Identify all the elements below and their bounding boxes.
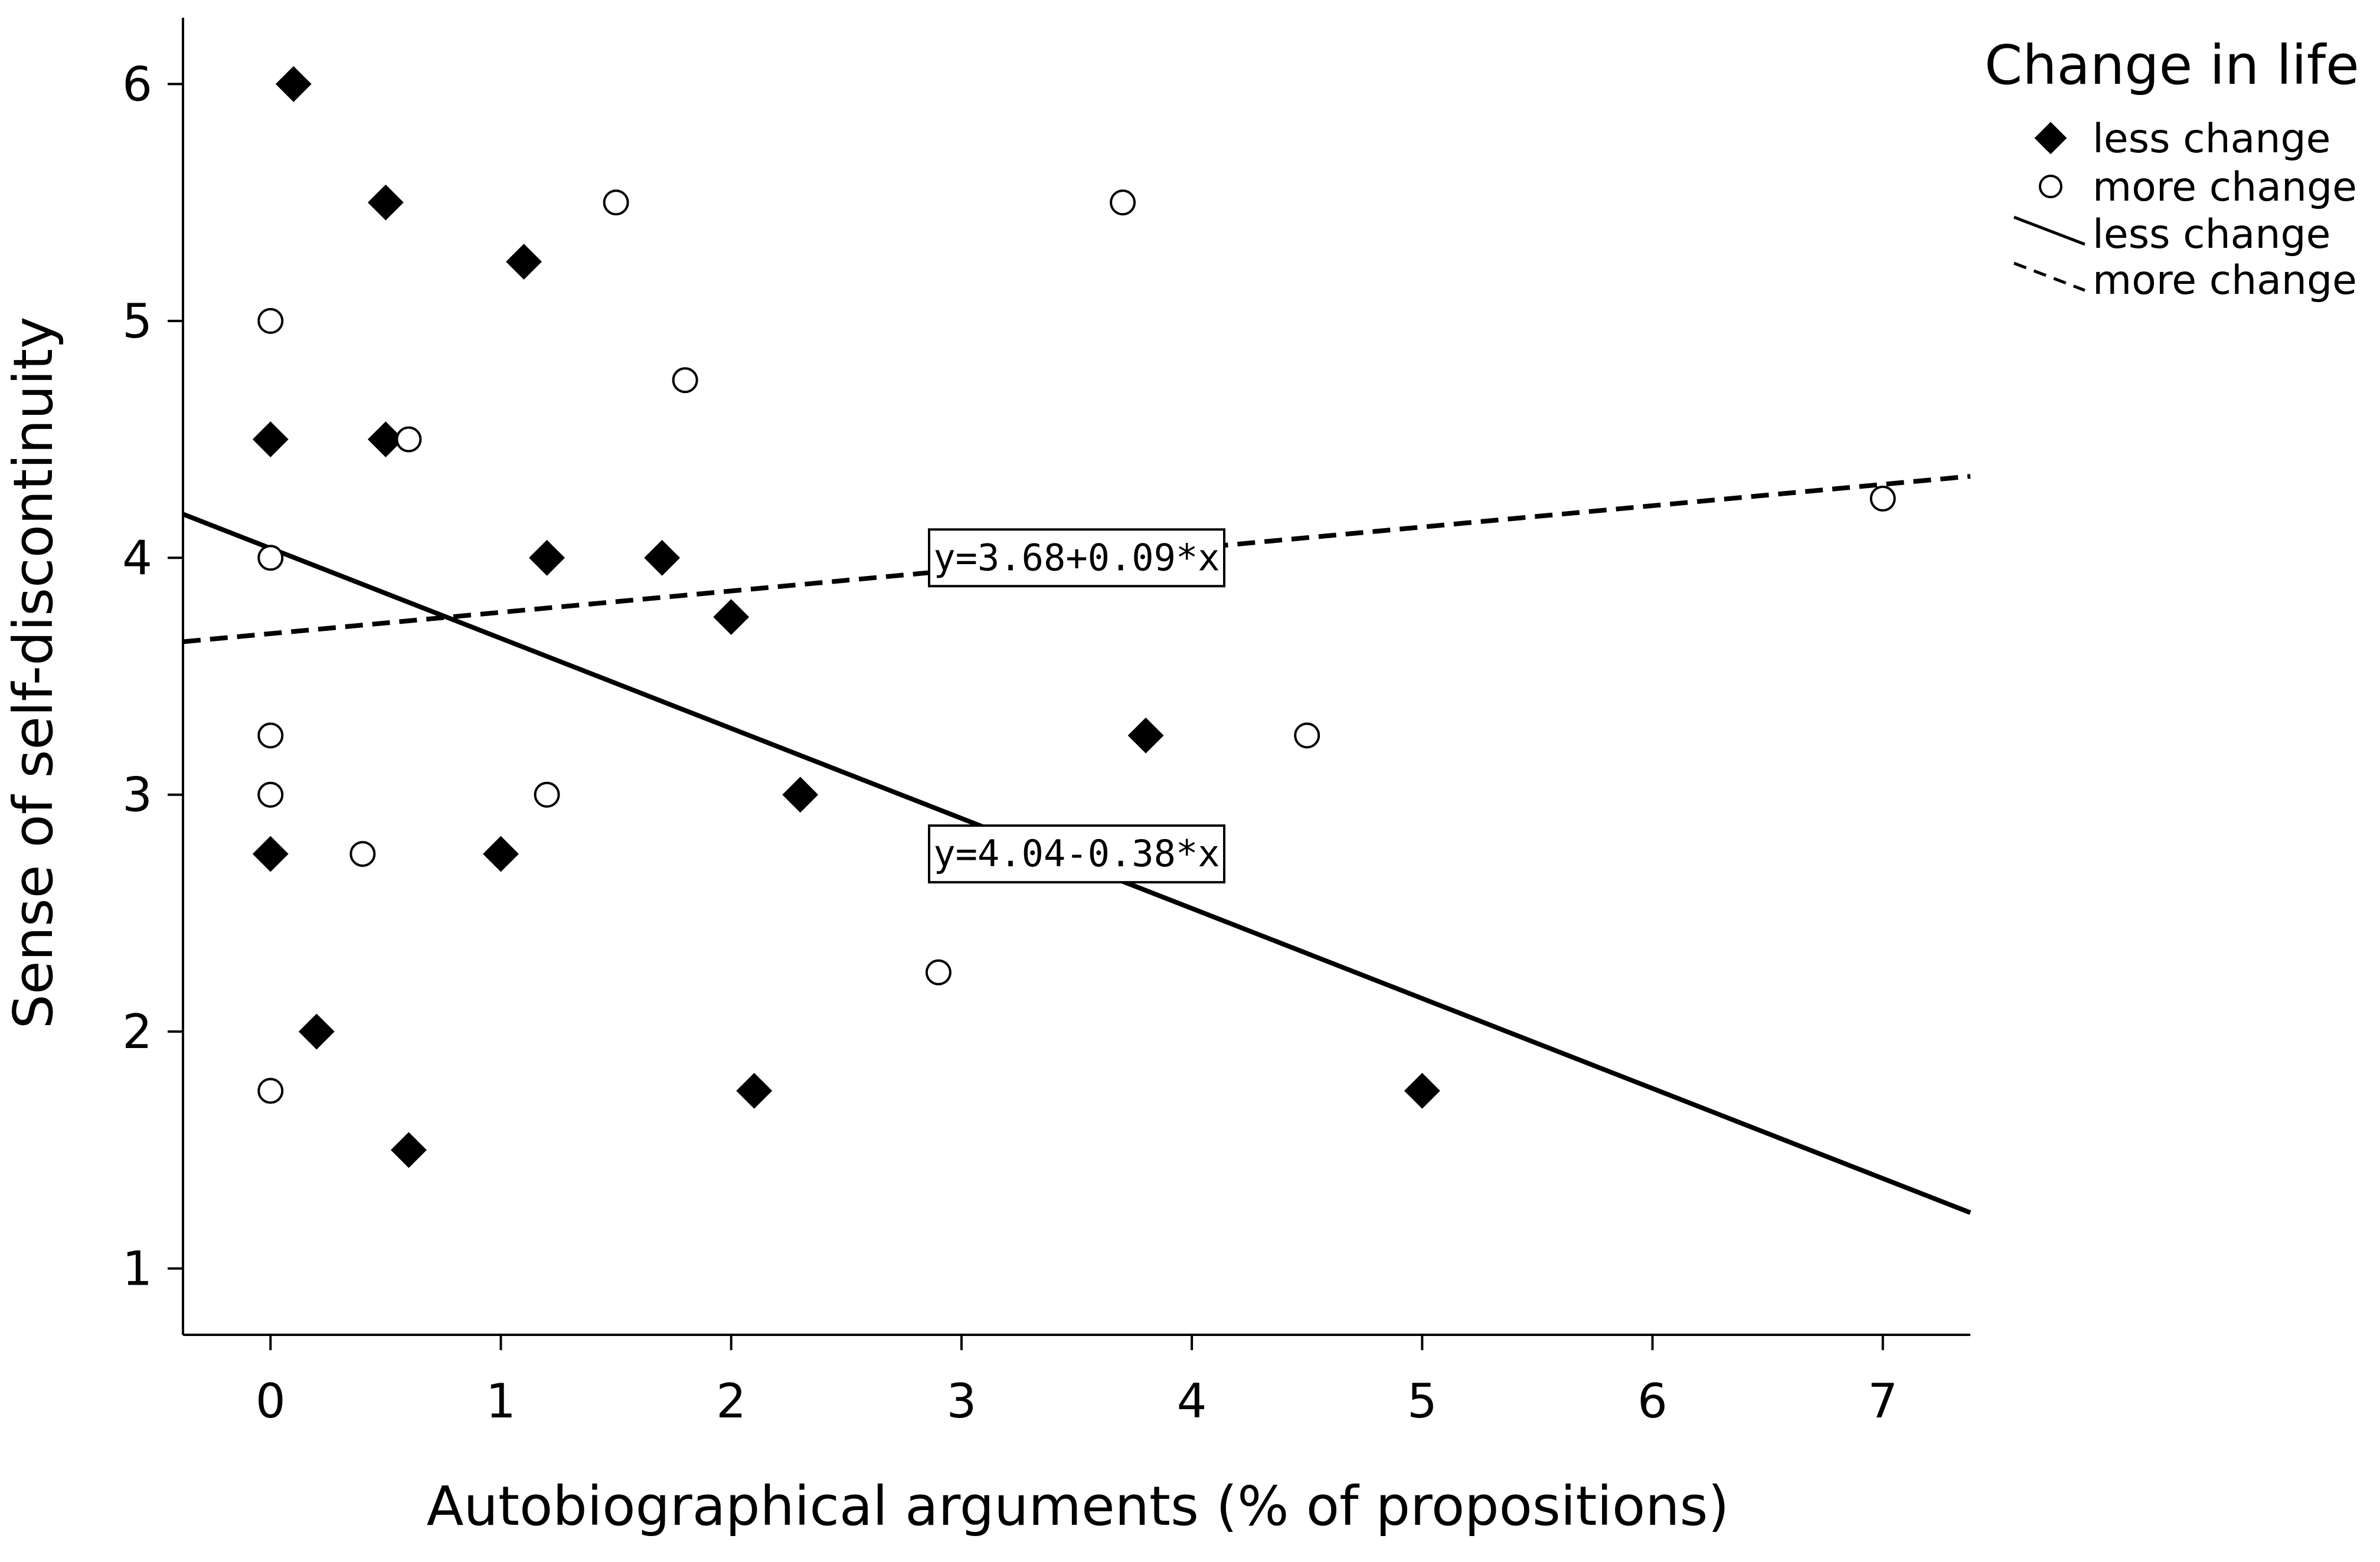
data-point-less-change	[390, 1132, 427, 1168]
data-point-more-change	[257, 307, 284, 334]
equation-label: y=3.68+0.09*x	[933, 536, 1220, 579]
x-tick-label: 4	[1177, 1374, 1207, 1429]
x-axis-title: Autobiographical arguments (% of proposi…	[427, 1475, 1730, 1538]
ticks-group: 0 1 2 3 4 5 6 7 1 2 3 4 5 6	[122, 57, 1898, 1429]
data-point-more-change	[257, 722, 284, 749]
legend-label: more change	[2093, 164, 2357, 211]
data-point-less-change	[1404, 1073, 1440, 1109]
x-tick-label: 6	[1637, 1374, 1668, 1429]
data-point-more-change	[1294, 722, 1320, 749]
x-tick-label: 7	[1868, 1374, 1898, 1429]
data-point-less-change	[367, 184, 404, 221]
data-point-less-change	[298, 1013, 335, 1050]
legend-label: more change	[2093, 257, 2357, 304]
legend-marker-filled-diamond	[2034, 122, 2067, 155]
x-tick-label: 0	[256, 1374, 286, 1429]
y-tick-label: 4	[122, 531, 152, 585]
x-tick-label: 5	[1407, 1374, 1437, 1429]
data-point-less-change	[1127, 717, 1164, 754]
x-tick-label: 3	[946, 1374, 976, 1429]
data-point-more-change	[257, 1078, 284, 1104]
x-tick-label: 1	[486, 1374, 516, 1429]
data-point-more-change	[1110, 189, 1136, 216]
legend-title: Change in life	[1985, 34, 2359, 97]
legend-line-solid	[2013, 215, 2085, 246]
legend-line-dashed	[2013, 261, 2085, 292]
data-point-more-change	[395, 426, 422, 453]
y-tick-label: 1	[122, 1242, 152, 1296]
y-tick-label: 2	[122, 1004, 152, 1059]
data-point-less-change	[275, 66, 312, 102]
data-point-more-change	[672, 367, 698, 394]
legend-marker-open-circle	[2039, 175, 2062, 198]
data-point-less-change	[713, 599, 750, 636]
data-point-less-change	[506, 244, 542, 280]
data-point-less-change	[782, 777, 819, 813]
x-tick-label: 2	[716, 1374, 746, 1429]
axes-group	[182, 18, 1970, 1336]
data-point-less-change	[483, 836, 519, 872]
equation-labels-group: y=4.04-0.38*x y=3.68+0.09*x	[928, 528, 1225, 884]
data-point-less-change	[644, 539, 681, 576]
y-tick-label: 3	[122, 768, 152, 823]
data-point-more-change	[1869, 485, 1896, 512]
data-point-more-change	[603, 189, 629, 216]
data-point-more-change	[349, 841, 376, 867]
equation-box	[928, 824, 1225, 884]
y-tick-label: 5	[122, 294, 152, 349]
equation-box	[928, 528, 1225, 588]
equation-label: y=4.04-0.38*x	[933, 832, 1220, 875]
data-points-group	[252, 66, 1896, 1168]
legend-label: less change	[2093, 211, 2330, 258]
data-point-less-change	[252, 421, 289, 457]
legend-label: less change	[2093, 116, 2330, 162]
data-point-less-change	[252, 836, 289, 872]
data-point-more-change	[534, 781, 560, 808]
data-point-less-change	[736, 1073, 773, 1109]
data-point-less-change	[529, 539, 565, 576]
y-axis-title: Sense of self-discontinuity	[2, 316, 65, 1029]
data-point-more-change	[925, 959, 952, 985]
data-point-more-change	[257, 781, 284, 808]
y-tick-label: 6	[122, 57, 152, 112]
data-point-more-change	[257, 545, 284, 571]
